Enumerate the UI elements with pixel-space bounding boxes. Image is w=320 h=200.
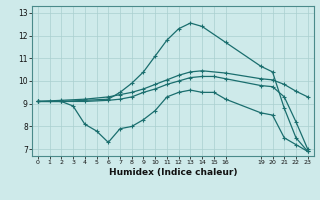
X-axis label: Humidex (Indice chaleur): Humidex (Indice chaleur) (108, 168, 237, 177)
